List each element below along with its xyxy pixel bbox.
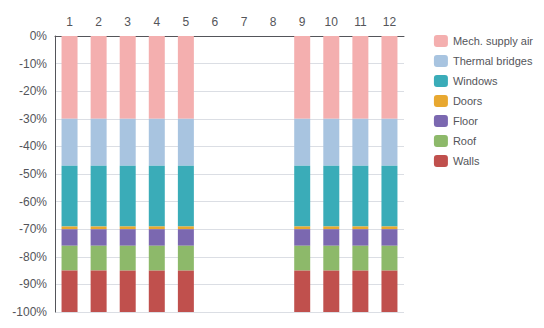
svg-text:-50%: -50% [19,167,47,181]
svg-text:10: 10 [325,15,339,29]
svg-text:Roof: Roof [453,135,477,147]
svg-text:8: 8 [270,15,277,29]
svg-text:-80%: -80% [19,250,47,264]
svg-text:Mech. supply air: Mech. supply air [453,35,533,47]
svg-text:0%: 0% [30,29,48,43]
svg-text:-90%: -90% [19,277,47,291]
svg-text:Windows: Windows [453,75,498,87]
svg-text:11: 11 [354,15,367,29]
svg-text:2: 2 [95,15,102,29]
svg-text:-100%: -100% [12,305,47,319]
svg-text:12: 12 [383,15,397,29]
svg-text:-70%: -70% [19,222,47,236]
svg-text:Walls: Walls [453,155,480,167]
svg-text:-40%: -40% [19,139,47,153]
svg-text:-60%: -60% [19,195,47,209]
svg-text:9: 9 [299,15,306,29]
svg-text:-30%: -30% [19,112,47,126]
svg-text:4: 4 [153,15,160,29]
svg-text:Doors: Doors [453,95,483,107]
svg-text:1: 1 [66,15,73,29]
svg-text:Floor: Floor [453,115,478,127]
svg-text:3: 3 [124,15,131,29]
svg-text:7: 7 [241,15,248,29]
svg-text:6: 6 [212,15,219,29]
svg-text:-10%: -10% [19,57,47,71]
svg-text:Thermal bridges: Thermal bridges [453,55,533,67]
svg-text:5: 5 [183,15,190,29]
svg-text:-20%: -20% [19,84,47,98]
